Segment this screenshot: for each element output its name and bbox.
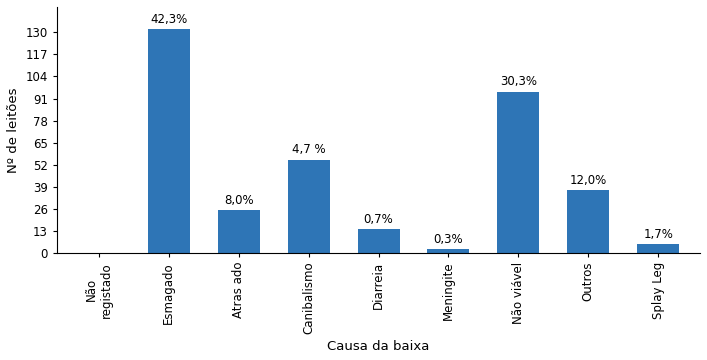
Bar (218, 211, 259, 253)
Bar (567, 190, 609, 253)
Text: 4,7 %: 4,7 % (292, 143, 325, 156)
Bar (148, 29, 189, 253)
Text: 42,3%: 42,3% (150, 13, 187, 26)
X-axis label: Causa da baixa: Causa da baixa (327, 340, 430, 353)
Text: 12,0%: 12,0% (570, 174, 607, 187)
Bar (288, 159, 329, 253)
Text: 1,7%: 1,7% (643, 228, 673, 241)
Text: 30,3%: 30,3% (500, 75, 537, 88)
Bar (497, 92, 539, 253)
Text: 8,0%: 8,0% (224, 194, 254, 207)
Bar (428, 249, 469, 253)
Text: 0,7%: 0,7% (363, 213, 393, 226)
Y-axis label: Nº de leitões: Nº de leitões (7, 87, 20, 173)
Bar (637, 244, 679, 253)
Text: 0,3%: 0,3% (433, 233, 463, 246)
Bar (358, 229, 399, 253)
